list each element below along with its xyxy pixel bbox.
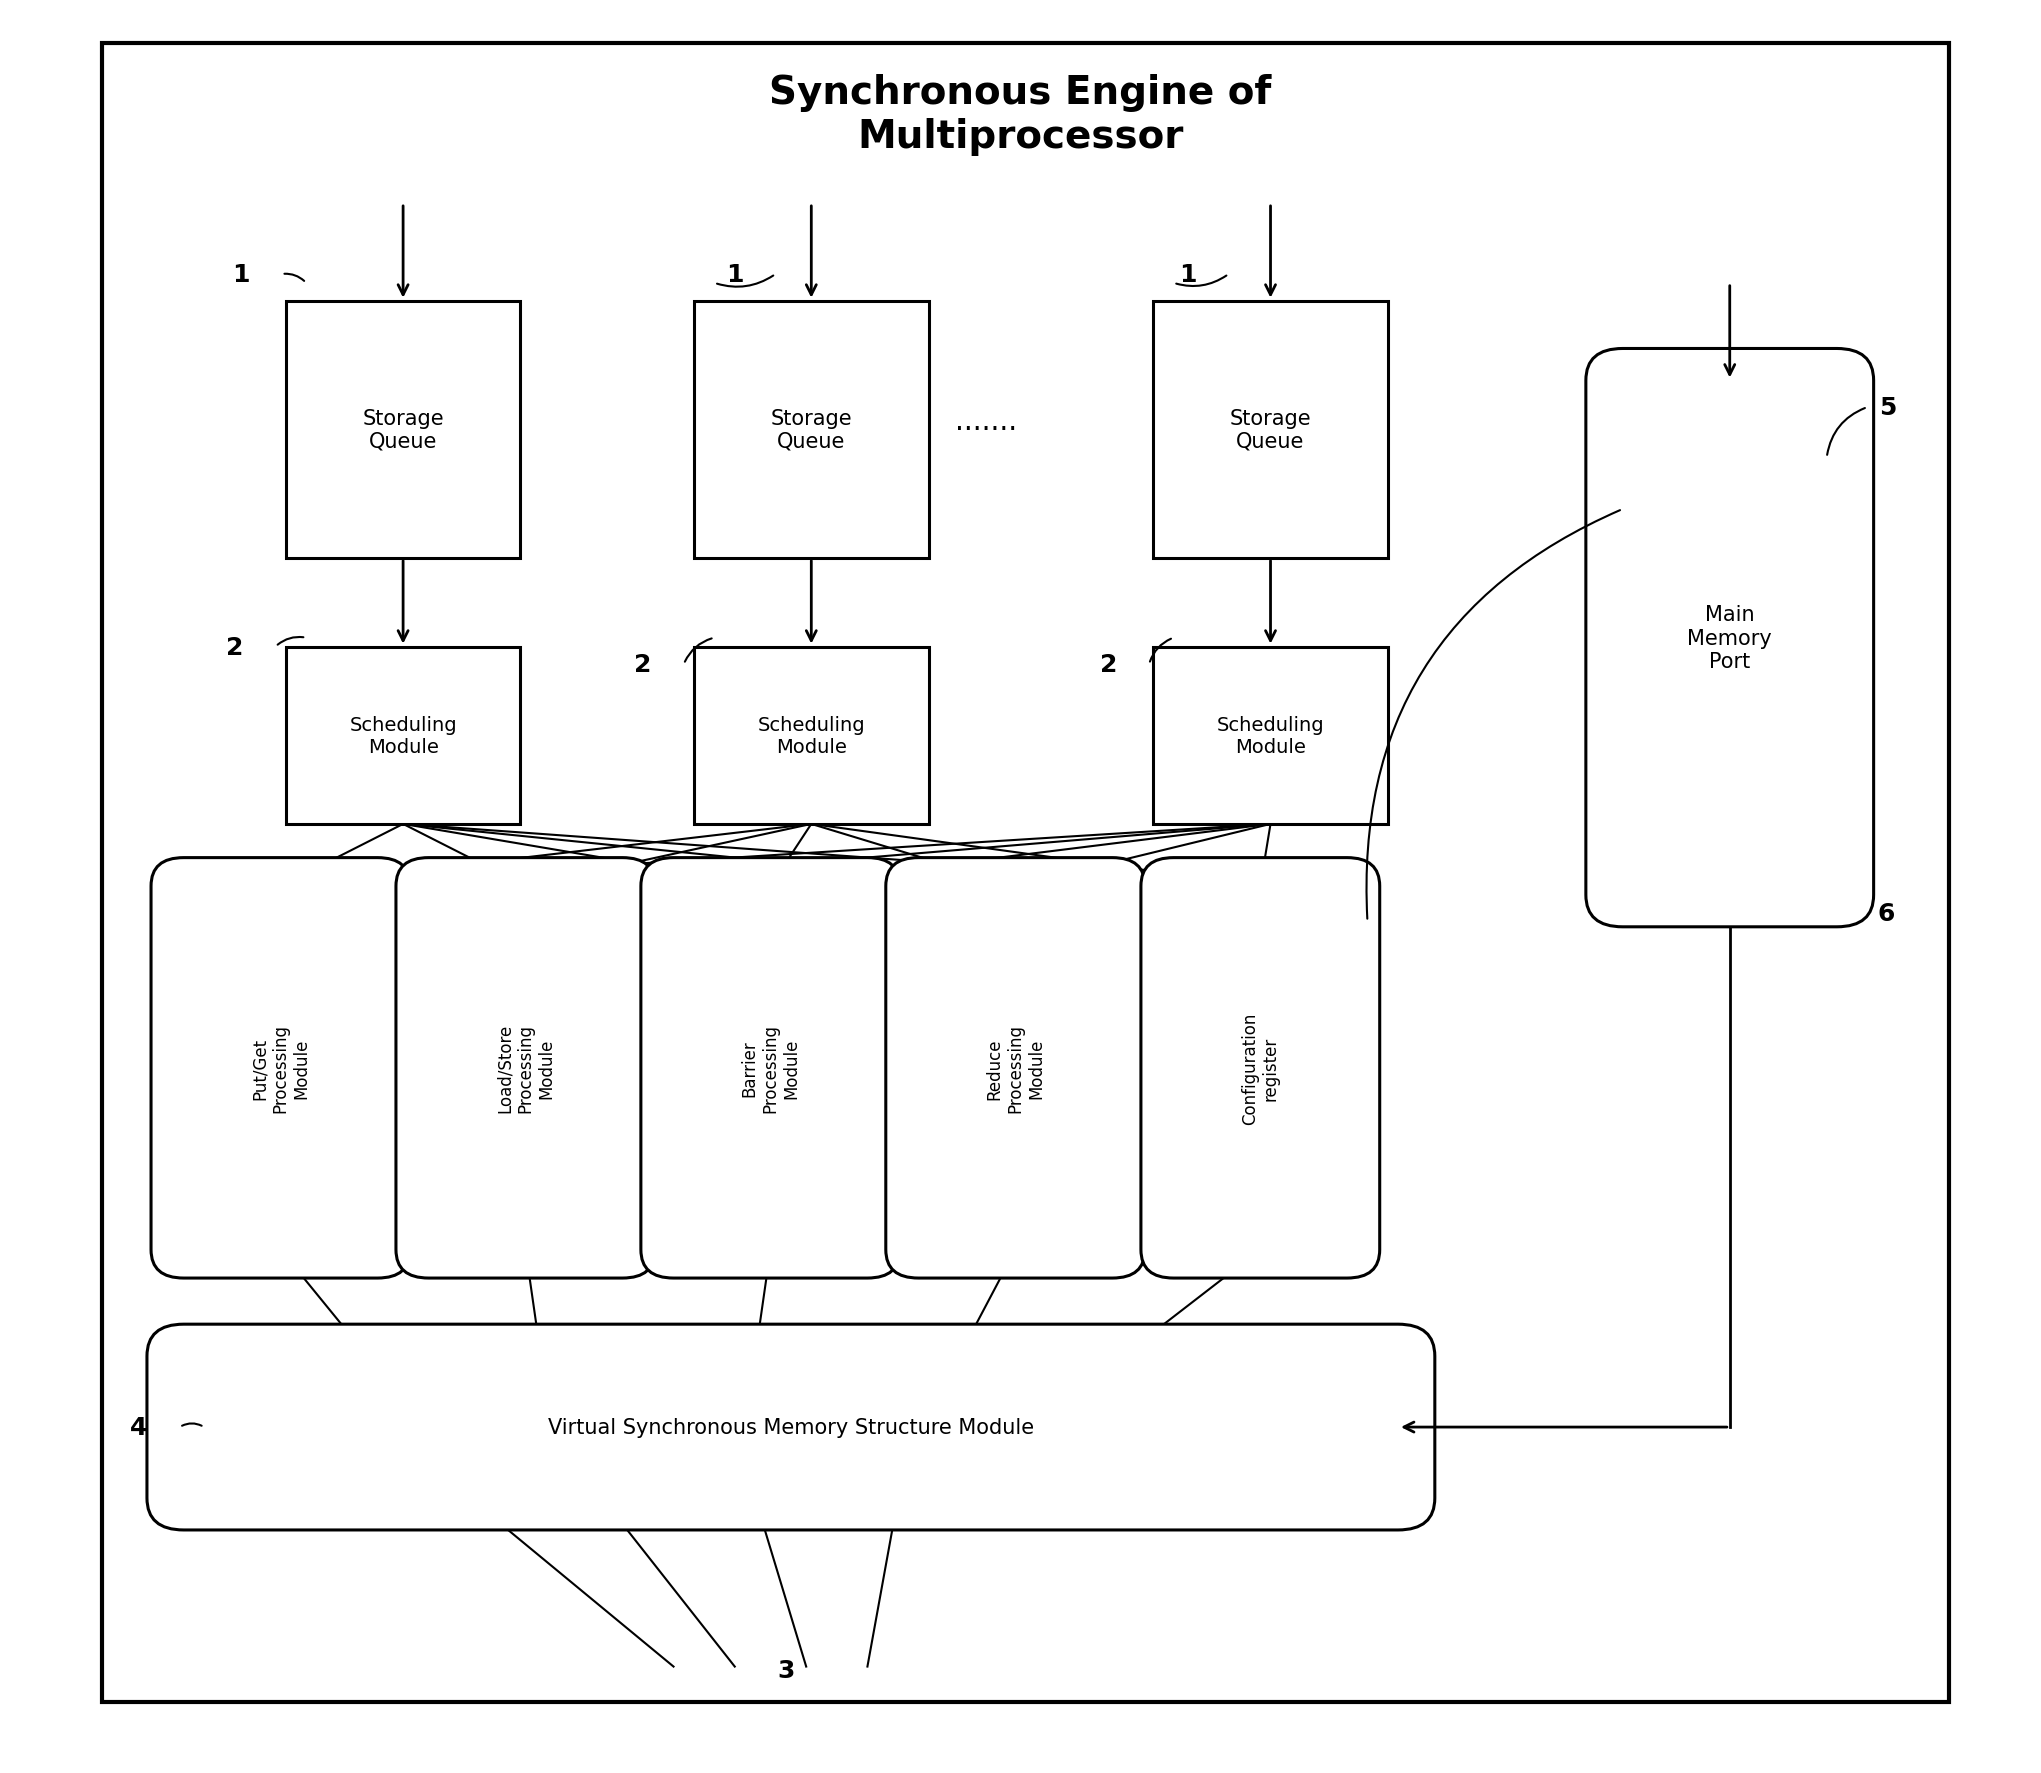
Text: 1: 1: [233, 262, 249, 287]
Text: Synchronous Engine of
Multiprocessor: Synchronous Engine of Multiprocessor: [769, 74, 1272, 156]
Bar: [286, 301, 520, 558]
Text: 4: 4: [131, 1415, 147, 1440]
Text: Virtual Synchronous Memory Structure Module: Virtual Synchronous Memory Structure Mod…: [547, 1417, 1035, 1438]
Text: 5: 5: [1880, 395, 1896, 420]
Text: Scheduling
Module: Scheduling Module: [757, 715, 865, 757]
FancyBboxPatch shape: [886, 858, 1145, 1278]
Text: 3: 3: [778, 1658, 794, 1683]
Text: .......: .......: [955, 408, 1016, 436]
FancyBboxPatch shape: [1141, 858, 1380, 1278]
Text: 1: 1: [1180, 262, 1196, 287]
Text: 2: 2: [227, 635, 243, 660]
Text: Storage
Queue: Storage Queue: [771, 408, 851, 452]
Text: 2: 2: [1100, 652, 1116, 677]
Text: Main
Memory
Port: Main Memory Port: [1688, 605, 1772, 672]
Bar: [694, 301, 929, 558]
Text: Load/Store
Processing
Module: Load/Store Processing Module: [496, 1023, 555, 1113]
FancyBboxPatch shape: [147, 1324, 1435, 1530]
Bar: [1153, 301, 1388, 558]
Text: Put/Get
Processing
Module: Put/Get Processing Module: [251, 1023, 310, 1113]
Text: Storage
Queue: Storage Queue: [363, 408, 443, 452]
Bar: [286, 647, 520, 824]
Text: Scheduling
Module: Scheduling Module: [1216, 715, 1325, 757]
FancyBboxPatch shape: [1586, 349, 1874, 927]
FancyBboxPatch shape: [641, 858, 900, 1278]
FancyBboxPatch shape: [396, 858, 655, 1278]
FancyBboxPatch shape: [151, 858, 410, 1278]
Text: 6: 6: [1878, 901, 1894, 926]
Text: Storage
Queue: Storage Queue: [1231, 408, 1310, 452]
Bar: [1153, 647, 1388, 824]
Text: 2: 2: [635, 652, 651, 677]
Bar: [694, 647, 929, 824]
Text: Scheduling
Module: Scheduling Module: [349, 715, 457, 757]
Text: Barrier
Processing
Module: Barrier Processing Module: [741, 1023, 800, 1113]
Text: 1: 1: [727, 262, 743, 287]
Text: Configuration
register: Configuration register: [1241, 1012, 1280, 1124]
Text: Reduce
Processing
Module: Reduce Processing Module: [986, 1023, 1045, 1113]
